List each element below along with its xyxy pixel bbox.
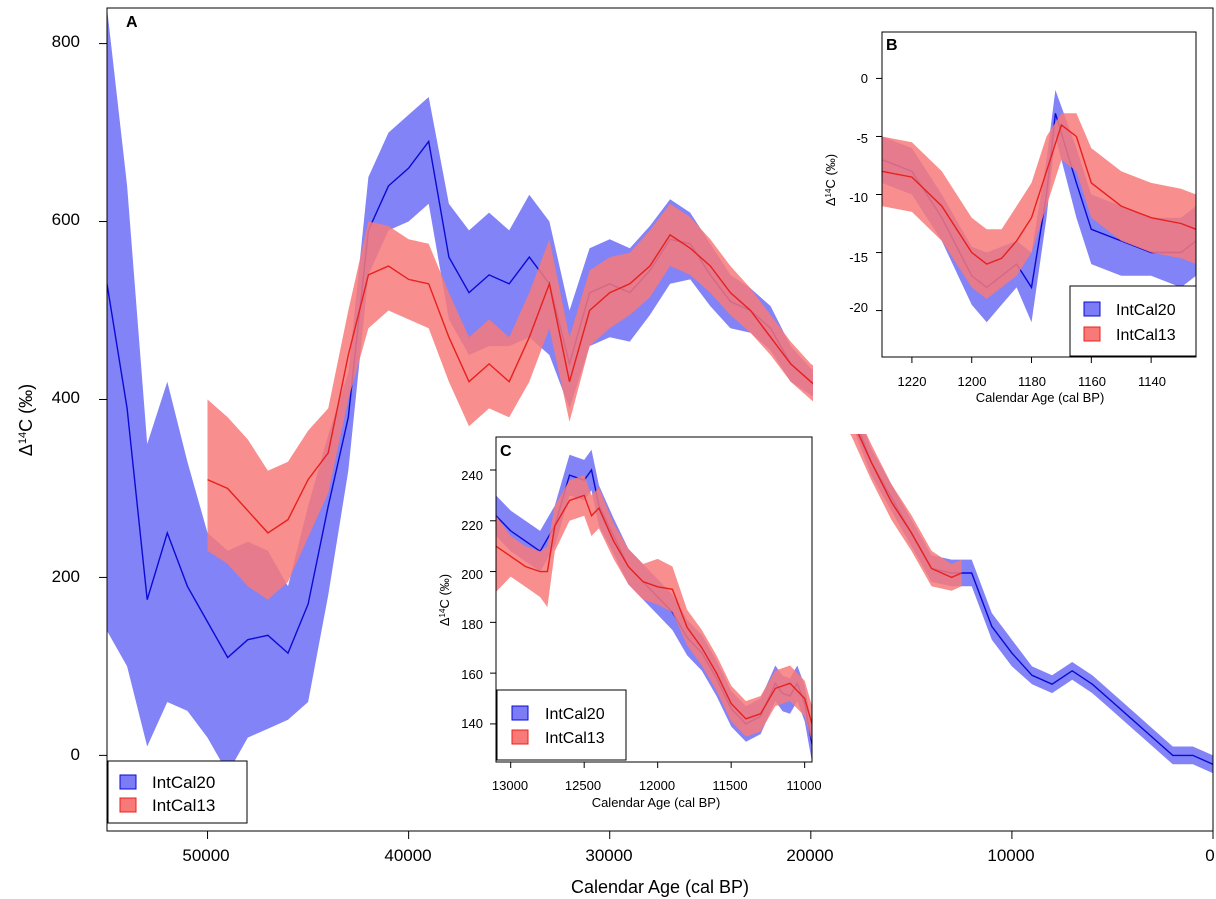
panel-c-axes xyxy=(490,469,806,768)
panel-c-ytick: 140 xyxy=(461,716,483,731)
panel-c-ytick: 220 xyxy=(461,518,483,533)
panel-c-ytick: 200 xyxy=(461,567,483,582)
panel-c-label: C xyxy=(500,443,512,460)
panel-c-xtick: 12000 xyxy=(639,778,675,793)
panel-a-ylabel: Δ14C (‰) xyxy=(16,384,36,456)
panel-b-axes xyxy=(876,77,1152,363)
panel-c-frame xyxy=(495,436,813,763)
band-intcal13 xyxy=(207,203,962,600)
panel-b-xtick: 1200 xyxy=(958,374,987,389)
panel-a-ytick: 0 xyxy=(71,745,80,764)
panel-b-ytick: -5 xyxy=(856,131,868,146)
panel-b-ytick: -20 xyxy=(849,300,868,315)
panel-b-xtick: 1160 xyxy=(1078,374,1106,389)
line-intcal13 xyxy=(882,123,1196,265)
legend-box xyxy=(107,760,248,824)
legend-label-intcal20: IntCal20 xyxy=(152,773,215,792)
panel-b-ytick: -10 xyxy=(849,190,868,205)
panel-b-ytick: 0 xyxy=(861,71,868,86)
panel-b-ytick: -15 xyxy=(849,250,868,265)
panel-b-legend: IntCal20 IntCal13 xyxy=(1069,285,1197,357)
panel-a: A 50000 40000 30000 20000 10000 0 0 200 … xyxy=(16,7,1215,897)
legend-swatch-intcal20 xyxy=(511,705,529,721)
panel-b-xlabel: Calendar Age (cal BP) xyxy=(976,390,1105,405)
panel-c-ytick: 180 xyxy=(461,617,483,632)
legend-label-intcal20: IntCal20 xyxy=(545,706,605,723)
panel-b-label: B xyxy=(886,37,898,54)
panel-a-label: A xyxy=(126,14,138,31)
legend-label-intcal13: IntCal13 xyxy=(1116,327,1176,344)
panel-c-xtick: 11500 xyxy=(712,778,747,793)
panel-c-plot-area xyxy=(496,449,812,762)
legend-swatch-intcal13 xyxy=(119,797,137,813)
line-intcal13 xyxy=(496,494,812,725)
panel-b-xtick: 1180 xyxy=(1018,374,1046,389)
panel-c-xtick: 13000 xyxy=(492,778,528,793)
panel-b: B 1220 1200 1180 1160 1140 0 -5 -10 -15 … xyxy=(813,30,1197,434)
panel-b-plot-area xyxy=(882,90,1196,323)
legend-swatch-intcal20 xyxy=(119,774,137,790)
panel-a-xtick: 30000 xyxy=(585,846,632,865)
panel-a-xtick: 10000 xyxy=(987,846,1034,865)
panel-a-xlabel: Calendar Age (cal BP) xyxy=(571,877,749,897)
legend-swatch-intcal20 xyxy=(1083,301,1101,317)
panel-c-xtick: 11000 xyxy=(786,778,821,793)
panel-a-xtick: 0 xyxy=(1205,846,1214,865)
series-group xyxy=(882,90,1196,323)
panel-b-ylabel: Δ14C (‰) xyxy=(823,154,838,206)
legend-label-intcal20: IntCal20 xyxy=(1116,302,1176,319)
legend-label-intcal13: IntCal13 xyxy=(152,796,215,815)
panel-a-xtick: 50000 xyxy=(182,846,229,865)
band-intcal13 xyxy=(882,113,1196,299)
legend-label-intcal13: IntCal13 xyxy=(545,730,605,747)
legend-box xyxy=(1069,285,1197,357)
panel-a-xtick: 20000 xyxy=(786,846,833,865)
panel-a-axes xyxy=(99,43,1214,839)
panel-a-ytick: 400 xyxy=(52,388,80,407)
panel-a-xtick: 40000 xyxy=(384,846,431,865)
panel-a-ytick: 200 xyxy=(52,567,80,586)
panel-a-ytick: 600 xyxy=(52,210,80,229)
panel-c: C 13000 12500 12000 11500 11000 140 160 … xyxy=(430,430,822,810)
panel-c-xlabel: Calendar Age (cal BP) xyxy=(592,795,721,810)
legend-swatch-intcal13 xyxy=(1083,326,1101,342)
panel-c-ylabel: Δ14C (‰) xyxy=(437,574,452,626)
panel-b-xtick: 1140 xyxy=(1138,374,1166,389)
panel-a-frame xyxy=(106,7,1214,832)
band-intcal20 xyxy=(496,449,812,762)
panel-c-legend: IntCal20 IntCal13 xyxy=(496,689,627,761)
panel-a-ytick: 800 xyxy=(52,32,80,51)
series-group xyxy=(496,449,812,762)
panel-c-ytick: 160 xyxy=(461,667,483,682)
legend-swatch-intcal13 xyxy=(511,729,529,745)
panel-a-legend: IntCal20 IntCal13 xyxy=(107,760,248,824)
panel-c-xtick: 12500 xyxy=(565,778,601,793)
panel-b-xtick: 1220 xyxy=(898,374,927,389)
panel-c-ytick: 240 xyxy=(461,468,483,483)
legend-box xyxy=(496,689,627,761)
